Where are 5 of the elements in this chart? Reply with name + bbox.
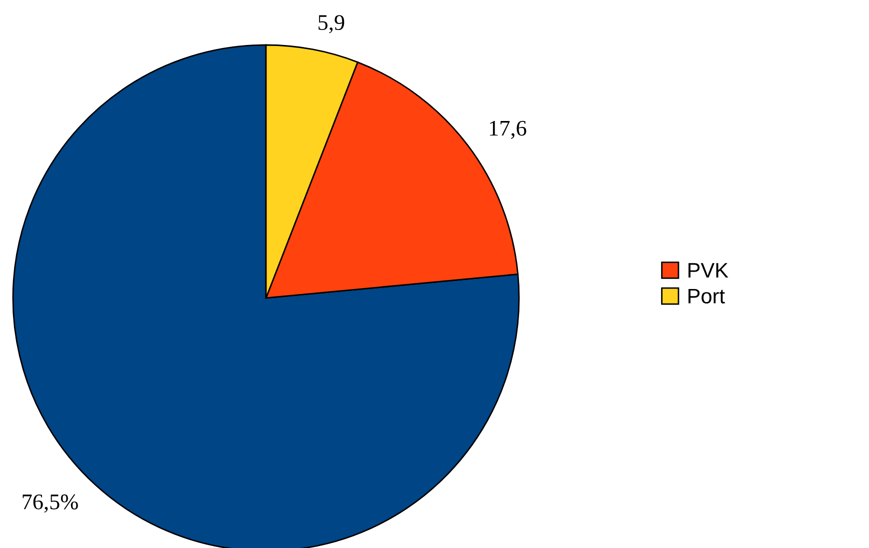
legend-label: Port [688, 288, 725, 304]
data-label: 76,5% [22, 494, 78, 513]
data-label: 17,6 [490, 120, 526, 139]
data-label: 5,9 [318, 15, 344, 34]
legend-label: PVK [688, 263, 728, 278]
